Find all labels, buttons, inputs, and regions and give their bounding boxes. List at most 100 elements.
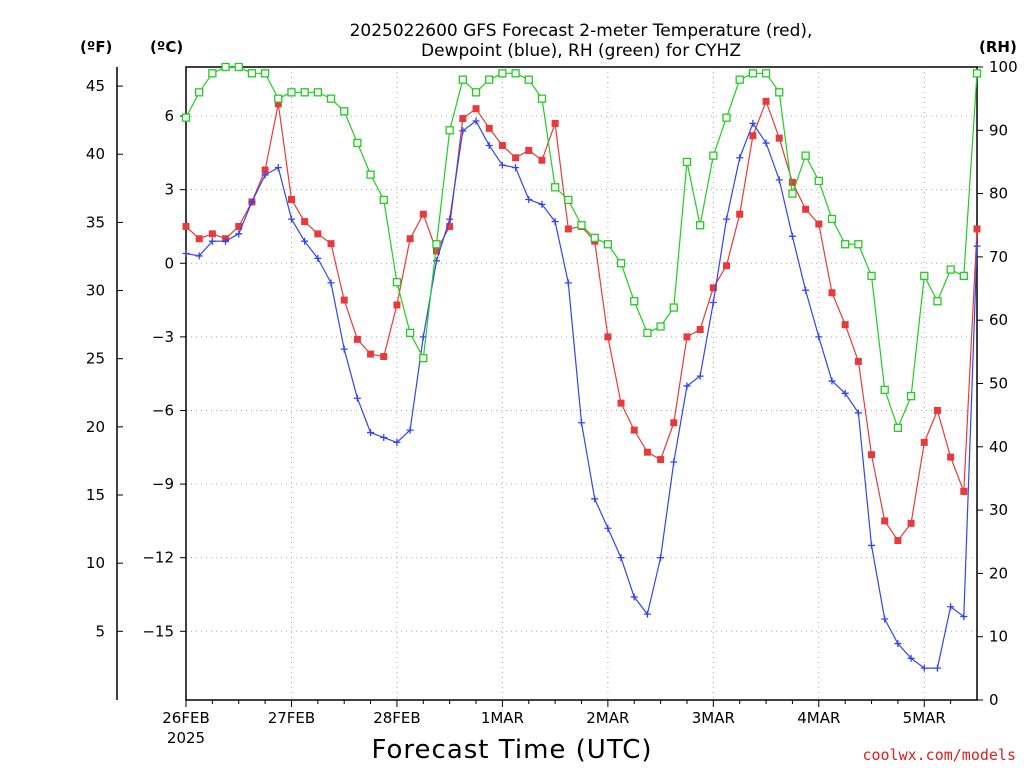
series-line: [185, 120, 978, 669]
temperature-point: [868, 451, 876, 459]
series-2-meter-temperature: [182, 97, 981, 545]
temperature-point: [920, 438, 928, 446]
dewpoint-point: [709, 299, 717, 307]
temperature-point: [195, 235, 203, 243]
rh-point: [893, 423, 903, 432]
temperature-point: [696, 326, 704, 334]
temperature-point: [485, 124, 493, 132]
rh-point: [643, 328, 652, 338]
dewpoint-point: [841, 389, 849, 397]
temperature-point: [630, 426, 638, 434]
rh-point: [181, 113, 191, 122]
rh-point: [959, 271, 968, 281]
dewpoint-point: [301, 237, 309, 245]
temperature-point: [301, 218, 309, 226]
rh-point: [775, 88, 784, 97]
rh-tick-label: 40: [989, 438, 1008, 456]
fahrenheit-tick-label: 40: [86, 145, 105, 163]
temperature-point: [894, 537, 902, 545]
dewpoint-point: [933, 664, 941, 672]
temperature-point: [498, 142, 506, 150]
temperature-point: [274, 100, 282, 108]
rh-point: [788, 189, 797, 198]
dewpoint-point: [630, 593, 638, 601]
dewpoint-point: [327, 279, 335, 287]
temperature-point: [327, 240, 335, 248]
x-tick-label: 26FEB: [162, 709, 209, 727]
rh-point: [577, 221, 586, 230]
rh-point: [445, 126, 454, 135]
rh-point: [498, 69, 507, 78]
temperature-point: [419, 210, 427, 218]
fahrenheit-tick-label: 30: [86, 282, 105, 300]
rh-point: [656, 322, 665, 331]
temperature-point: [762, 97, 770, 105]
temperature-point: [907, 519, 915, 527]
dewpoint-point: [894, 640, 902, 648]
rh-point: [880, 385, 889, 394]
temperature-point: [564, 225, 572, 233]
rh-point: [379, 195, 388, 205]
temperature-point: [973, 225, 981, 233]
rh-point: [735, 75, 744, 84]
dewpoint-point: [195, 252, 203, 260]
dewpoint-point: [775, 176, 783, 184]
dewpoint-point: [604, 524, 612, 532]
dewpoint-point: [736, 154, 744, 162]
rh-point: [485, 75, 494, 84]
dewpoint-point: [446, 215, 454, 223]
x-tick-label: 27FEB: [268, 709, 315, 727]
rh-point: [564, 195, 573, 205]
fahrenheit-tick-label: 5: [95, 622, 105, 640]
temperature-point: [432, 247, 440, 255]
temperature-point: [828, 289, 836, 297]
x-tick-label: 3MAR: [692, 709, 735, 727]
celsius-tick-label: −3: [152, 328, 174, 346]
dewpoint-point: [854, 409, 862, 417]
dewpoint-point: [683, 382, 691, 390]
rh-tick-label: 20: [989, 564, 1008, 582]
fahrenheit-tick-label: 45: [86, 77, 105, 95]
rh-point: [419, 354, 428, 363]
temperature-point: [353, 335, 361, 343]
rh-point: [550, 183, 560, 192]
dewpoint-point: [723, 215, 731, 223]
temperature-point: [446, 222, 454, 230]
rh-tick-label: 100: [989, 58, 1018, 76]
dewpoint-point: [287, 215, 295, 223]
dewpoint-point: [367, 429, 375, 437]
temperature-point: [287, 195, 295, 203]
temperature-point: [406, 235, 414, 243]
plot-frame: [185, 66, 978, 701]
temperature-point: [182, 222, 190, 230]
dewpoint-point: [459, 127, 467, 135]
rh-tick-label: 30: [989, 501, 1008, 519]
series-rh: [181, 62, 982, 432]
dewpoint-point: [472, 117, 480, 125]
x-tick-label: 28FEB: [373, 709, 420, 727]
temperature-point: [512, 154, 520, 162]
series-dewpoint: [182, 117, 981, 672]
rh-tick-label: 10: [989, 628, 1008, 646]
dewpoint-point: [538, 200, 546, 208]
dewpoint-point: [248, 198, 256, 206]
celsius-unit-label: (ºC): [150, 38, 183, 56]
celsius-tick-label: 6: [164, 107, 174, 125]
dewpoint-point: [525, 195, 533, 203]
temperature-point: [551, 119, 559, 127]
dewpoint-point: [815, 333, 823, 341]
celsius-tick-label: −9: [152, 475, 174, 493]
temperature-point: [617, 399, 625, 407]
rh-point: [287, 88, 296, 97]
temperature-point: [459, 115, 467, 123]
rh-point: [313, 88, 322, 97]
rh-tick-label: 80: [989, 185, 1008, 203]
rh-point: [326, 94, 336, 103]
temperature-point: [261, 166, 269, 174]
dewpoint-point: [696, 372, 704, 380]
temperature-point: [802, 205, 810, 213]
rh-point: [392, 278, 402, 287]
dewpoint-point: [222, 237, 230, 245]
dewpoint-point: [314, 254, 322, 262]
temperature-point: [380, 353, 388, 361]
